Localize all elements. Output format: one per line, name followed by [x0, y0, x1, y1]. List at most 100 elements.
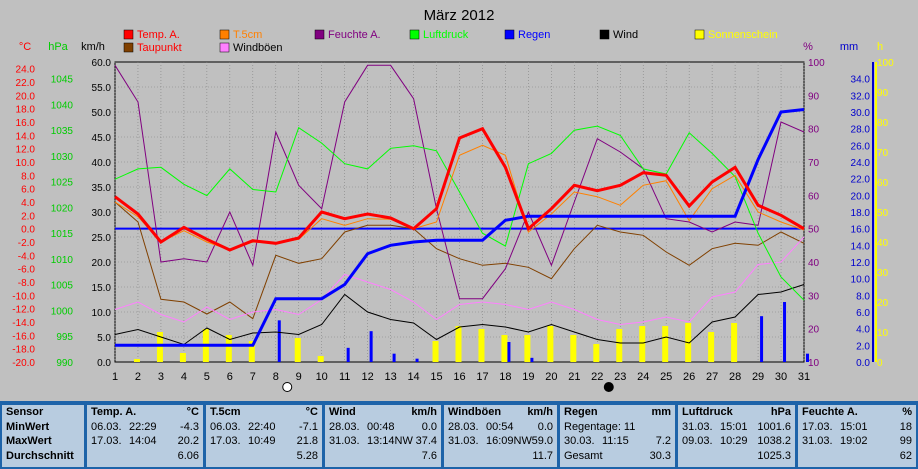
x-tick-label: 28 — [729, 371, 741, 383]
legend-swatch — [599, 29, 610, 40]
table-header: Windböen km/h — [444, 405, 557, 420]
table-header-title: Temp. A. — [91, 406, 137, 418]
legend-label: Regen — [518, 29, 550, 41]
table-header-title: Regen — [564, 406, 598, 418]
sun-bar — [570, 335, 577, 362]
legend-swatch — [219, 29, 230, 40]
cell-value: 7.2 — [655, 435, 671, 447]
temp-tick-label: 10.0 — [16, 158, 36, 169]
x-tick-label: 25 — [660, 371, 672, 383]
rain-tick-label: 8.0 — [856, 291, 870, 302]
x-tick-label: 21 — [568, 371, 580, 383]
sun-bar — [524, 335, 531, 362]
cell-time: 22:29 — [129, 420, 157, 433]
sun-axis-label: h — [877, 41, 883, 53]
pressure-tick-label: 1010 — [51, 255, 74, 266]
full-moon-icon — [282, 382, 293, 392]
cell-time: 10:49 — [248, 435, 276, 447]
cell-value: 62 — [899, 449, 912, 462]
temp-tick-label: -16.0 — [12, 331, 35, 342]
table-row: 17.03. 10:49 21.8 — [206, 434, 322, 449]
rain-bar — [783, 302, 787, 362]
cell-date: 06.03. — [210, 420, 241, 433]
sun-bar — [179, 353, 186, 362]
legend-swatch — [504, 29, 515, 40]
legend-swatch — [123, 42, 134, 53]
series-lines — [114, 64, 805, 347]
table-row: 31.03. 16:09NW 59.0 — [444, 434, 557, 449]
statistics-table: Sensor MinWert MaxWert Durchschnitt Temp. A.… — [0, 401, 918, 469]
sun-bar — [708, 332, 715, 362]
cell-value: 99 — [899, 435, 912, 447]
legend-swatch — [694, 29, 705, 40]
wind-tick-label: 0.0 — [97, 358, 111, 369]
x-tick-label: 2 — [135, 371, 141, 383]
sun-bar — [156, 332, 163, 362]
rain-tick-label: 14.0 — [851, 241, 871, 252]
cell-value: -4.3 — [180, 420, 199, 433]
x-tick-label: 20 — [545, 371, 557, 383]
rain-tick-label: 10.0 — [851, 275, 871, 286]
cell-time: 00:48 — [367, 420, 395, 433]
humidity-tick-label: 60 — [808, 191, 820, 202]
cell-date: 30.03. — [564, 435, 595, 447]
cell-time: 15:01 — [840, 420, 868, 433]
x-tick-label: 11 — [339, 371, 350, 383]
temp-tick-label: 22.0 — [16, 78, 36, 89]
legend-label: Temp. A. — [137, 29, 180, 41]
cell-value: 18 — [899, 420, 912, 433]
x-tick-label: 18 — [499, 371, 511, 383]
cell-time: 13:14NW — [367, 435, 413, 447]
table-row: 31.03. 19:02 99 — [798, 434, 916, 449]
legend-swatch — [409, 29, 420, 40]
wind-tick-label: 45.0 — [92, 133, 112, 144]
cell-value: 7.6 — [421, 449, 437, 462]
table-column: T.5cm °C 06.03. 22:40 -7.1 17.03. 10:49 21.8 5.2… — [206, 405, 322, 467]
temp-tick-label: 2.0 — [21, 211, 35, 222]
sun-bar — [662, 326, 669, 362]
wind-tick-label: 10.0 — [92, 308, 112, 319]
legend-swatch — [123, 29, 134, 40]
rain-bar — [415, 358, 419, 362]
sun-bar — [478, 329, 485, 362]
wind-tick-label: 15.0 — [92, 283, 112, 294]
cell-date: 31.03. — [802, 435, 833, 447]
sun-tick-label: 70 — [877, 148, 889, 159]
table-row: 6.06 — [87, 449, 203, 464]
legend-swatch — [314, 29, 325, 40]
rain-bar — [760, 316, 764, 362]
x-tick-label: 17 — [476, 371, 488, 383]
legend-label: T.5cm — [233, 29, 262, 41]
cell-time: 15:01 — [720, 420, 748, 433]
table-row: 09.03. 10:29 1038.2 — [678, 434, 795, 449]
x-tick-label: 23 — [614, 371, 626, 383]
pressure-tick-label: 1020 — [51, 203, 74, 214]
sun-bar — [501, 335, 508, 362]
rain-tick-label: 28.0 — [851, 125, 871, 136]
legend-label: Windböen — [233, 42, 283, 54]
cell-value: 0.0 — [537, 420, 553, 433]
rain-bar — [346, 347, 350, 362]
weather-chart: März 2012 Temp. A. T.5cm Feuchte A. Luftdru… — [12, 7, 894, 392]
wind-axis-label: km/h — [81, 41, 105, 53]
table-header-title: Luftdruck — [682, 406, 733, 418]
temp-tick-label: 0.0 — [21, 225, 35, 236]
temp-tick-label: 4.0 — [21, 198, 35, 209]
table-header-unit: °C — [186, 406, 199, 418]
series-line-taupunkt — [114, 201, 805, 320]
table-row: 5.28 — [206, 449, 322, 464]
table-header-unit: mm — [651, 406, 671, 418]
x-tick-label: 30 — [775, 371, 787, 383]
rain-bar — [277, 320, 281, 362]
temp-axis-label: °C — [19, 41, 31, 53]
sun-bar — [593, 344, 600, 362]
table-header-title: T.5cm — [210, 406, 241, 418]
x-tick-label: 5 — [204, 371, 210, 383]
cell-value: 1025.3 — [757, 449, 791, 462]
wind-tick-label: 30.0 — [92, 208, 112, 219]
pressure-tick-label: 1000 — [51, 306, 74, 317]
rain-tick-label: 0.0 — [856, 358, 870, 369]
table-column: Temp. A. °C 06.03. 22:29 -4.3 17.03. 14:04 20.2… — [87, 405, 203, 467]
table-column: Luftdruck hPa 31.03. 15:01 1001.6 09.03. 10:29… — [678, 405, 795, 467]
table-row: 7.6 — [325, 449, 441, 464]
